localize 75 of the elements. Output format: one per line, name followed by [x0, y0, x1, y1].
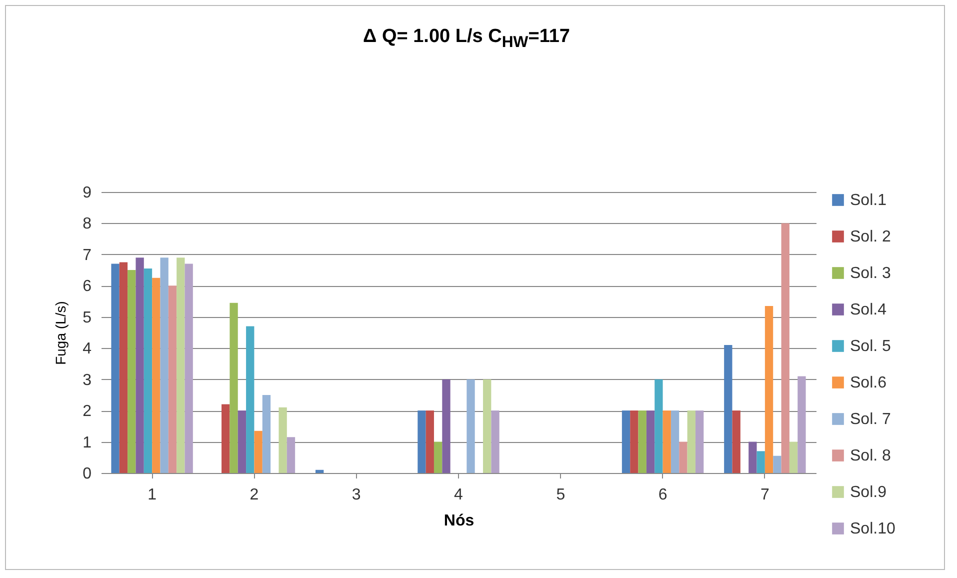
bar	[160, 258, 168, 473]
legend-label: Sol. 3	[850, 265, 892, 282]
legend-label: Sol.4	[850, 302, 887, 318]
x-tick-label: 1	[148, 486, 157, 504]
bar	[732, 410, 740, 473]
bar	[128, 270, 136, 473]
x-axis-title: Nós	[444, 512, 474, 530]
bar	[756, 451, 765, 473]
bar	[238, 410, 246, 473]
y-tick-label: 9	[82, 184, 92, 202]
legend-label: Sol.9	[850, 484, 887, 501]
bar	[168, 286, 177, 473]
y-tick-label: 3	[82, 372, 92, 389]
y-tick-label: 2	[82, 403, 92, 420]
legend-label: Sol.10	[850, 520, 896, 538]
y-tick-label: 1	[82, 434, 92, 452]
bar	[222, 404, 230, 473]
legend-label: Sol. 8	[850, 448, 892, 464]
legend-label: Sol.6	[850, 374, 887, 392]
bar	[246, 326, 254, 473]
bar	[789, 442, 798, 473]
bar	[278, 407, 287, 473]
bar	[230, 302, 238, 473]
bar	[687, 410, 696, 473]
bar	[679, 442, 688, 473]
bar	[176, 258, 185, 473]
bar	[724, 344, 732, 473]
bar	[152, 278, 160, 473]
bar	[316, 470, 324, 473]
bar	[798, 376, 806, 473]
bar	[483, 379, 492, 473]
bar	[764, 306, 774, 473]
legend-label: Sol. 5	[850, 338, 892, 355]
y-tick-label: 5	[82, 309, 92, 326]
y-tick-label: 7	[82, 246, 92, 264]
bar	[662, 410, 671, 473]
bar	[654, 379, 663, 473]
bar	[748, 442, 757, 473]
bar	[638, 410, 646, 473]
bar	[622, 410, 630, 473]
x-tick-label: 7	[760, 486, 770, 504]
bar	[136, 258, 144, 473]
y-tick-label: 6	[82, 278, 92, 296]
bar	[442, 379, 450, 473]
bar	[286, 437, 296, 473]
bar	[254, 430, 262, 473]
chart-title: Δ Q= 1.00 L/s C$_{HW}$=117	[362, 26, 571, 52]
bar	[630, 410, 638, 473]
bar	[670, 410, 680, 473]
bar	[434, 442, 442, 473]
bar	[111, 264, 120, 473]
x-tick-label: 4	[454, 486, 464, 504]
bar	[144, 268, 152, 473]
bar	[426, 410, 434, 473]
bar	[418, 410, 426, 473]
y-tick-label: 4	[82, 340, 92, 358]
legend-label: Sol.1	[850, 192, 887, 209]
bar	[646, 410, 655, 473]
bar	[491, 410, 500, 473]
bar	[119, 262, 128, 473]
bar	[781, 223, 790, 473]
bar	[262, 394, 271, 473]
bar	[184, 264, 193, 473]
x-tick-label: 3	[352, 486, 361, 504]
legend-label: Sol. 7	[850, 411, 892, 428]
bar	[466, 379, 475, 473]
y-tick-label: 8	[82, 216, 92, 233]
y-axis-title: Fuga (L/s)	[52, 301, 69, 365]
x-tick-label: 5	[556, 486, 566, 504]
y-tick-label: 0	[82, 466, 92, 482]
legend-label: Sol. 2	[850, 228, 892, 246]
x-tick-label: 2	[250, 486, 259, 504]
bar	[773, 456, 782, 473]
x-tick-label: 6	[658, 486, 668, 504]
bar	[695, 410, 704, 473]
